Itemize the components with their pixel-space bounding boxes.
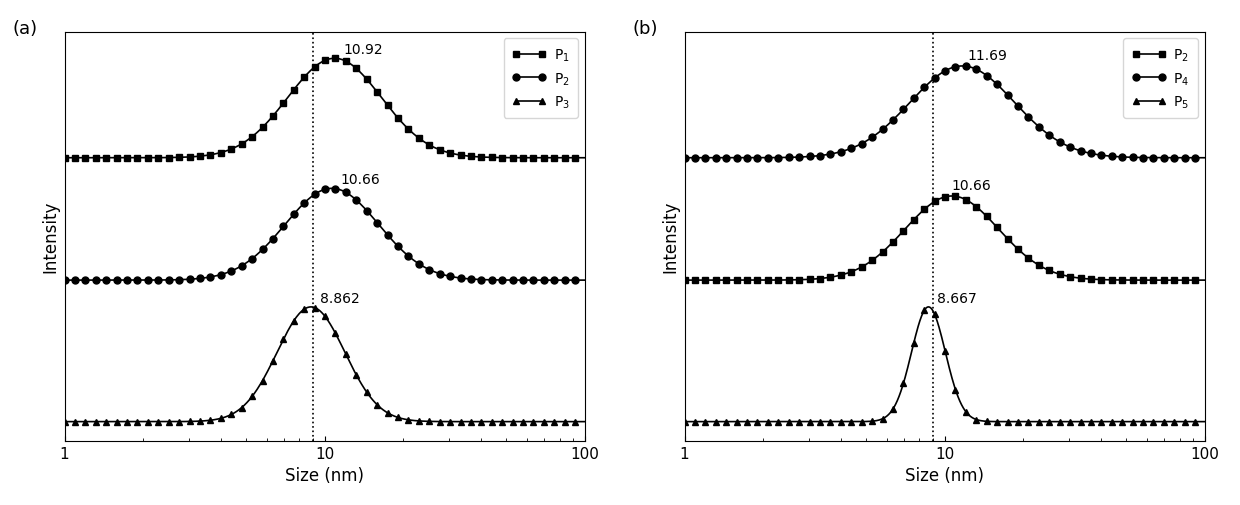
- Y-axis label: Intensity: Intensity: [661, 200, 680, 273]
- P$_1$: [293, 80, 308, 86]
- P$_3$: [450, 419, 465, 425]
- P$_2$: [811, 276, 826, 282]
- Text: 10.66: 10.66: [952, 179, 992, 193]
- P$_5$: [1025, 419, 1040, 425]
- P$_3$: [191, 418, 206, 424]
- P$_3$: [304, 304, 319, 310]
- P$_2$: [945, 193, 960, 199]
- P$_4$: [769, 155, 784, 161]
- P$_2$: [149, 277, 164, 283]
- X-axis label: Size (nm): Size (nm): [285, 466, 365, 484]
- Text: 8.862: 8.862: [320, 291, 360, 306]
- Line: P$_1$: P$_1$: [61, 56, 588, 162]
- P$_2$: [405, 257, 420, 263]
- P$_2$: [365, 214, 379, 220]
- P$_3$: [405, 418, 420, 424]
- P$_2$: [913, 211, 928, 217]
- P$_4$: [985, 78, 999, 84]
- P$_1$: [578, 156, 593, 162]
- P$_1$: [57, 156, 72, 162]
- P$_1$: [327, 56, 342, 62]
- P$_5$: [1070, 419, 1085, 425]
- Text: (b): (b): [632, 20, 658, 38]
- P$_1$: [450, 152, 465, 158]
- P$_5$: [921, 304, 936, 310]
- P$_2$: [1198, 278, 1213, 284]
- P$_2$: [578, 278, 593, 284]
- P$_4$: [1198, 156, 1213, 162]
- P$_4$: [1025, 119, 1040, 125]
- Text: 8.667: 8.667: [937, 291, 977, 306]
- P$_3$: [578, 419, 593, 425]
- Y-axis label: Intensity: Intensity: [41, 200, 60, 273]
- P$_5$: [985, 419, 999, 425]
- P$_5$: [811, 419, 826, 425]
- Line: P$_2$: P$_2$: [61, 185, 588, 284]
- P$_2$: [450, 275, 465, 281]
- X-axis label: Size (nm): Size (nm): [905, 466, 985, 484]
- Text: 10.92: 10.92: [343, 43, 383, 57]
- P$_4$: [811, 154, 826, 160]
- Line: P$_3$: P$_3$: [61, 304, 588, 425]
- Legend: P$_1$, P$_2$, P$_3$: P$_1$, P$_2$, P$_3$: [503, 39, 578, 119]
- Legend: P$_2$, P$_4$, P$_5$: P$_2$, P$_4$, P$_5$: [1123, 39, 1198, 119]
- P$_2$: [1025, 259, 1040, 265]
- Line: P$_2$: P$_2$: [681, 193, 1208, 284]
- P$_1$: [149, 156, 164, 162]
- Text: 11.69: 11.69: [967, 49, 1008, 63]
- P$_2$: [191, 276, 206, 282]
- P$_5$: [1198, 419, 1213, 425]
- P$_2$: [57, 278, 72, 284]
- P$_2$: [985, 219, 999, 225]
- P$_2$: [677, 278, 692, 284]
- Text: 10.66: 10.66: [341, 173, 381, 187]
- P$_4$: [1070, 147, 1085, 154]
- P$_4$: [677, 156, 692, 162]
- P$_5$: [677, 419, 692, 425]
- P$_1$: [365, 83, 379, 89]
- P$_2$: [293, 205, 308, 211]
- P$_2$: [769, 277, 784, 283]
- P$_1$: [405, 131, 420, 137]
- P$_3$: [57, 419, 72, 425]
- P$_2$: [1070, 275, 1085, 281]
- Line: P$_5$: P$_5$: [681, 304, 1208, 425]
- P$_5$: [913, 318, 928, 324]
- P$_4$: [913, 90, 928, 96]
- P$_3$: [149, 419, 164, 425]
- P$_5$: [769, 419, 784, 425]
- P$_2$: [325, 186, 340, 192]
- Text: (a): (a): [12, 20, 37, 38]
- P$_1$: [191, 154, 206, 160]
- Line: P$_4$: P$_4$: [681, 63, 1208, 162]
- P$_3$: [293, 310, 308, 316]
- P$_3$: [365, 396, 379, 402]
- P$_4$: [955, 64, 970, 70]
